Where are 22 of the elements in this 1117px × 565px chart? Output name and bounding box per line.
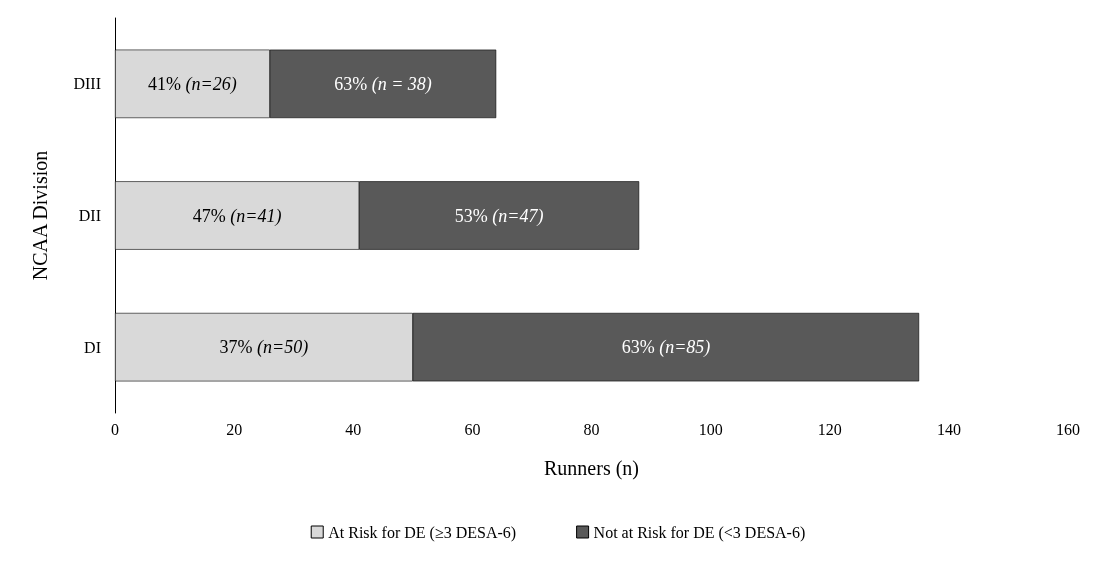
x-tick-label: 80 [583,420,600,438]
x-tick-label: 20 [226,420,243,438]
x-tick-label: 40 [345,420,362,438]
data-label: 41% (n=26) [148,73,237,95]
data-label: 63% (n=85) [621,337,711,359]
y-tick-label: DI [84,338,101,356]
x-tick-label: 140 [936,420,961,438]
data-label: 37% (n=50) [219,337,309,359]
data-label: 53% (n=47) [454,205,544,227]
data-label: 63% (n = 38) [334,73,432,95]
data-label: 47% (n=41) [192,205,282,227]
x-tick-label: 100 [698,420,723,438]
x-tick-label: 0 [111,420,119,438]
y-tick-label: DII [78,207,101,224]
x-axis-title: Runners (n) [544,457,639,480]
x-tick-label: 60 [464,420,481,438]
y-tick-label: DIII [73,75,101,93]
x-tick-label: 160 [1056,420,1080,438]
legend-label: Not at Risk for DE (<3 DESA-6) [593,523,806,542]
y-axis-title: NCAA Division [29,150,51,281]
legend-label: At Risk for DE (≥3 DESA-6) [328,523,517,542]
x-tick-label: 120 [817,420,842,438]
